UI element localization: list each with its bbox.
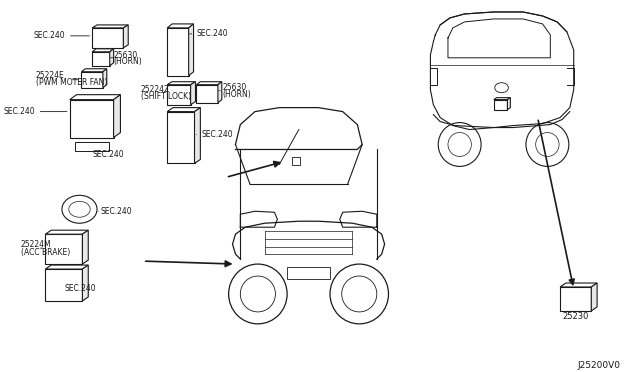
Bar	[560, 287, 591, 311]
Polygon shape	[103, 69, 107, 88]
Bar	[92, 52, 109, 66]
Bar	[81, 72, 103, 88]
Polygon shape	[191, 82, 195, 105]
Bar	[45, 269, 83, 301]
Polygon shape	[83, 230, 88, 264]
Circle shape	[536, 132, 559, 157]
Circle shape	[526, 122, 569, 166]
Polygon shape	[45, 230, 88, 234]
Circle shape	[241, 276, 275, 312]
Text: 25224Z: 25224Z	[141, 85, 170, 94]
Polygon shape	[195, 108, 200, 163]
Bar	[92, 28, 124, 48]
Bar	[196, 85, 218, 103]
Text: (SHIFT LOCK): (SHIFT LOCK)	[141, 92, 191, 101]
Text: SEC.240: SEC.240	[92, 150, 124, 159]
Bar	[494, 100, 508, 110]
Text: (HORN): (HORN)	[223, 90, 252, 99]
Circle shape	[330, 264, 388, 324]
Polygon shape	[494, 98, 510, 100]
Text: SEC.240: SEC.240	[4, 107, 36, 116]
Text: (HORN): (HORN)	[114, 57, 142, 66]
Polygon shape	[70, 94, 120, 100]
Polygon shape	[591, 283, 597, 311]
Text: 25230: 25230	[563, 312, 589, 321]
Ellipse shape	[495, 83, 508, 93]
Text: SEC.240: SEC.240	[196, 29, 228, 38]
Bar	[287, 267, 330, 279]
Text: SEC.240: SEC.240	[101, 207, 132, 216]
Polygon shape	[109, 49, 114, 66]
Text: (ACC BRAKE): (ACC BRAKE)	[21, 248, 70, 257]
Text: J25200V0: J25200V0	[577, 361, 621, 370]
Polygon shape	[167, 24, 193, 28]
Polygon shape	[92, 25, 128, 28]
Circle shape	[228, 264, 287, 324]
Text: 25630: 25630	[223, 83, 247, 92]
Ellipse shape	[68, 201, 90, 217]
Polygon shape	[83, 265, 88, 301]
Polygon shape	[92, 49, 114, 52]
Polygon shape	[218, 82, 222, 103]
Text: SEC.240: SEC.240	[202, 130, 233, 139]
Text: SEC.240: SEC.240	[65, 285, 97, 294]
Polygon shape	[508, 98, 510, 110]
Circle shape	[438, 122, 481, 166]
Text: 25630: 25630	[114, 51, 138, 60]
Polygon shape	[189, 24, 193, 76]
Ellipse shape	[62, 195, 97, 223]
Polygon shape	[560, 283, 597, 287]
Polygon shape	[167, 108, 200, 112]
Bar	[167, 112, 195, 163]
Polygon shape	[45, 265, 88, 269]
Text: 25224M: 25224M	[21, 240, 52, 248]
Polygon shape	[167, 82, 195, 85]
Bar	[70, 100, 114, 138]
Polygon shape	[81, 69, 107, 72]
Polygon shape	[114, 94, 120, 138]
Polygon shape	[196, 82, 222, 85]
Bar	[167, 85, 191, 105]
Text: 25224E: 25224E	[36, 71, 65, 80]
Bar	[75, 141, 109, 151]
Bar	[292, 157, 300, 166]
Polygon shape	[124, 25, 128, 48]
Bar	[167, 28, 189, 76]
Bar	[45, 234, 83, 264]
Circle shape	[448, 132, 471, 157]
Circle shape	[342, 276, 377, 312]
Text: (PWM MOTER FAN): (PWM MOTER FAN)	[36, 78, 107, 87]
Text: SEC.240: SEC.240	[33, 31, 65, 41]
